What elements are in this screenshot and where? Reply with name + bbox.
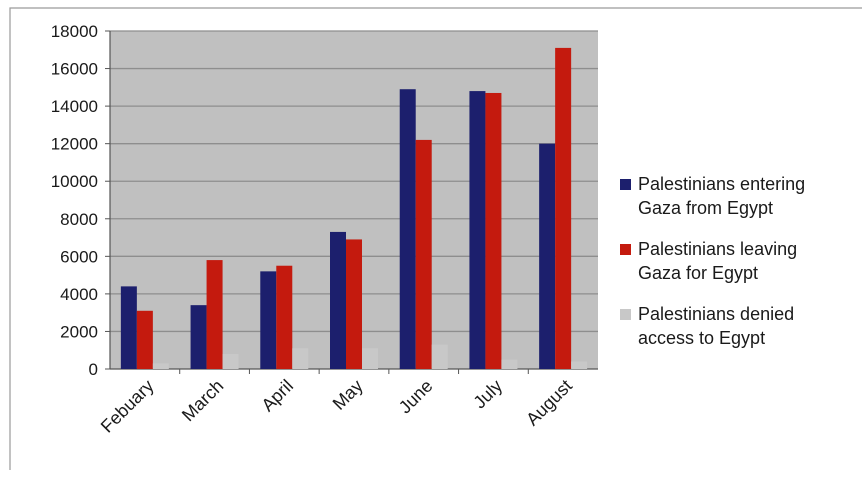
bar-leaving-febuary xyxy=(136,310,153,369)
y-tick-label: 12000 xyxy=(51,135,98,154)
legend: Palestinians entering Gaza from Egypt Pa… xyxy=(620,172,860,367)
bar-denied-july xyxy=(501,359,518,369)
bar-leaving-march xyxy=(206,260,223,369)
legend-item-leaving: Palestinians leaving Gaza for Egypt xyxy=(620,237,860,285)
legend-item-entering: Palestinians entering Gaza from Egypt xyxy=(620,172,860,220)
legend-label-denied: Palestinians denied access to Egypt xyxy=(638,304,795,348)
y-tick-label: 6000 xyxy=(60,247,98,266)
x-tick-label: July xyxy=(469,376,506,413)
x-tick-label: June xyxy=(395,376,437,418)
bar-entering-april xyxy=(260,271,277,369)
bar-entering-june xyxy=(399,89,416,369)
bar-denied-april xyxy=(292,348,309,369)
bar-denied-may xyxy=(362,348,378,369)
legend-swatch-leaving xyxy=(620,244,631,255)
bar-entering-august xyxy=(539,143,556,369)
x-tick-label: April xyxy=(258,376,298,416)
bar-denied-august xyxy=(571,361,588,369)
y-tick-label: 18000 xyxy=(51,22,98,41)
bar-leaving-august xyxy=(555,47,572,370)
bar-leaving-may xyxy=(346,239,362,369)
chart-frame xyxy=(9,7,862,470)
x-tick-label: August xyxy=(522,376,576,430)
y-tick-label: 10000 xyxy=(51,172,98,191)
y-tick-label: 0 xyxy=(89,360,98,379)
legend-swatch-denied xyxy=(620,309,631,320)
bar-entering-febuary xyxy=(120,286,137,369)
bar-entering-march xyxy=(190,305,207,369)
legend-item-denied: Palestinians denied access to Egypt xyxy=(620,302,860,350)
bar-leaving-april xyxy=(276,265,293,369)
y-tick-label: 16000 xyxy=(51,60,98,79)
bar-entering-july xyxy=(469,91,486,369)
bar-leaving-june xyxy=(415,139,432,369)
y-tick-label: 4000 xyxy=(60,285,98,304)
y-tick-label: 2000 xyxy=(60,322,98,341)
bar-leaving-july xyxy=(485,92,502,369)
x-tick-label: Febuary xyxy=(97,376,158,437)
y-tick-label: 8000 xyxy=(60,210,98,229)
x-tick-label: March xyxy=(178,376,228,426)
legend-swatch-entering xyxy=(620,179,631,190)
legend-label-leaving: Palestinians leaving Gaza for Egypt xyxy=(638,239,798,283)
x-tick-label: May xyxy=(329,376,367,414)
bar-entering-may xyxy=(330,231,346,369)
legend-label-entering: Palestinians entering Gaza from Egypt xyxy=(638,174,806,218)
bar-denied-june xyxy=(431,344,448,369)
bar-denied-march xyxy=(222,353,239,369)
bar-denied-febuary xyxy=(152,363,169,369)
y-tick-label: 14000 xyxy=(51,97,98,116)
